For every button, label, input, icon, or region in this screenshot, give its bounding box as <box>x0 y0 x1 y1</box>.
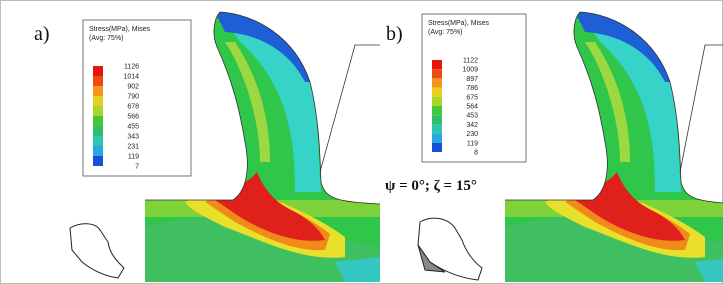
legend-value: 902 <box>127 84 139 91</box>
legend-value: 675 <box>466 94 478 101</box>
color-band <box>93 156 103 166</box>
color-band <box>432 124 442 133</box>
color-band <box>432 134 442 143</box>
legend-value: 1009 <box>462 67 478 74</box>
legend-value: 1122 <box>463 58 478 65</box>
color-band <box>432 97 442 106</box>
color-band <box>93 136 103 146</box>
color-band <box>432 106 442 115</box>
color-band <box>432 88 442 97</box>
color-band <box>432 60 442 69</box>
color-band <box>93 126 103 136</box>
legend-value: 230 <box>466 131 478 138</box>
legend-subtitle: (Avg: 75%) <box>428 29 463 36</box>
panel-label: b) <box>386 23 403 45</box>
legend-value: 1126 <box>124 64 139 71</box>
color-band <box>432 69 442 78</box>
color-band <box>93 86 103 96</box>
color-band <box>93 116 103 126</box>
legend-value: 678 <box>127 104 139 111</box>
legend-value: 786 <box>466 85 478 92</box>
legend-value: 566 <box>127 114 139 121</box>
legend-value: 455 <box>127 124 139 131</box>
legend-value: 8 <box>474 150 478 157</box>
legend-value: 897 <box>466 76 478 83</box>
color-band <box>93 66 103 76</box>
color-band <box>93 76 103 86</box>
legend-value: 1014 <box>123 74 139 81</box>
color-band <box>432 115 442 124</box>
annotation: ψ = 0°; ζ = 15° <box>385 178 477 194</box>
legend-title: Stress(MPa), Mises <box>428 20 490 27</box>
legend-value: 564 <box>466 104 478 111</box>
legend-value: 790 <box>127 94 139 101</box>
legend-value: 342 <box>466 122 478 129</box>
legend-value: 119 <box>128 154 139 161</box>
legend-value: 343 <box>127 134 139 141</box>
legend-value: 119 <box>467 140 478 147</box>
legend-value: 231 <box>127 144 139 151</box>
color-band <box>432 143 442 152</box>
legend-value: 7 <box>135 164 139 171</box>
legend-subtitle: (Avg: 75%) <box>89 35 124 42</box>
figure: a) b) ψ = 0°; ζ = 15° Stress(MPa), Mises… <box>0 0 723 284</box>
color-band <box>93 146 103 156</box>
color-band <box>432 78 442 87</box>
legend-title: Stress(MPa), Mises <box>89 26 151 33</box>
panel-label: a) <box>34 23 50 45</box>
color-band <box>93 96 103 106</box>
color-band <box>93 106 103 116</box>
legend-value: 453 <box>466 113 478 120</box>
